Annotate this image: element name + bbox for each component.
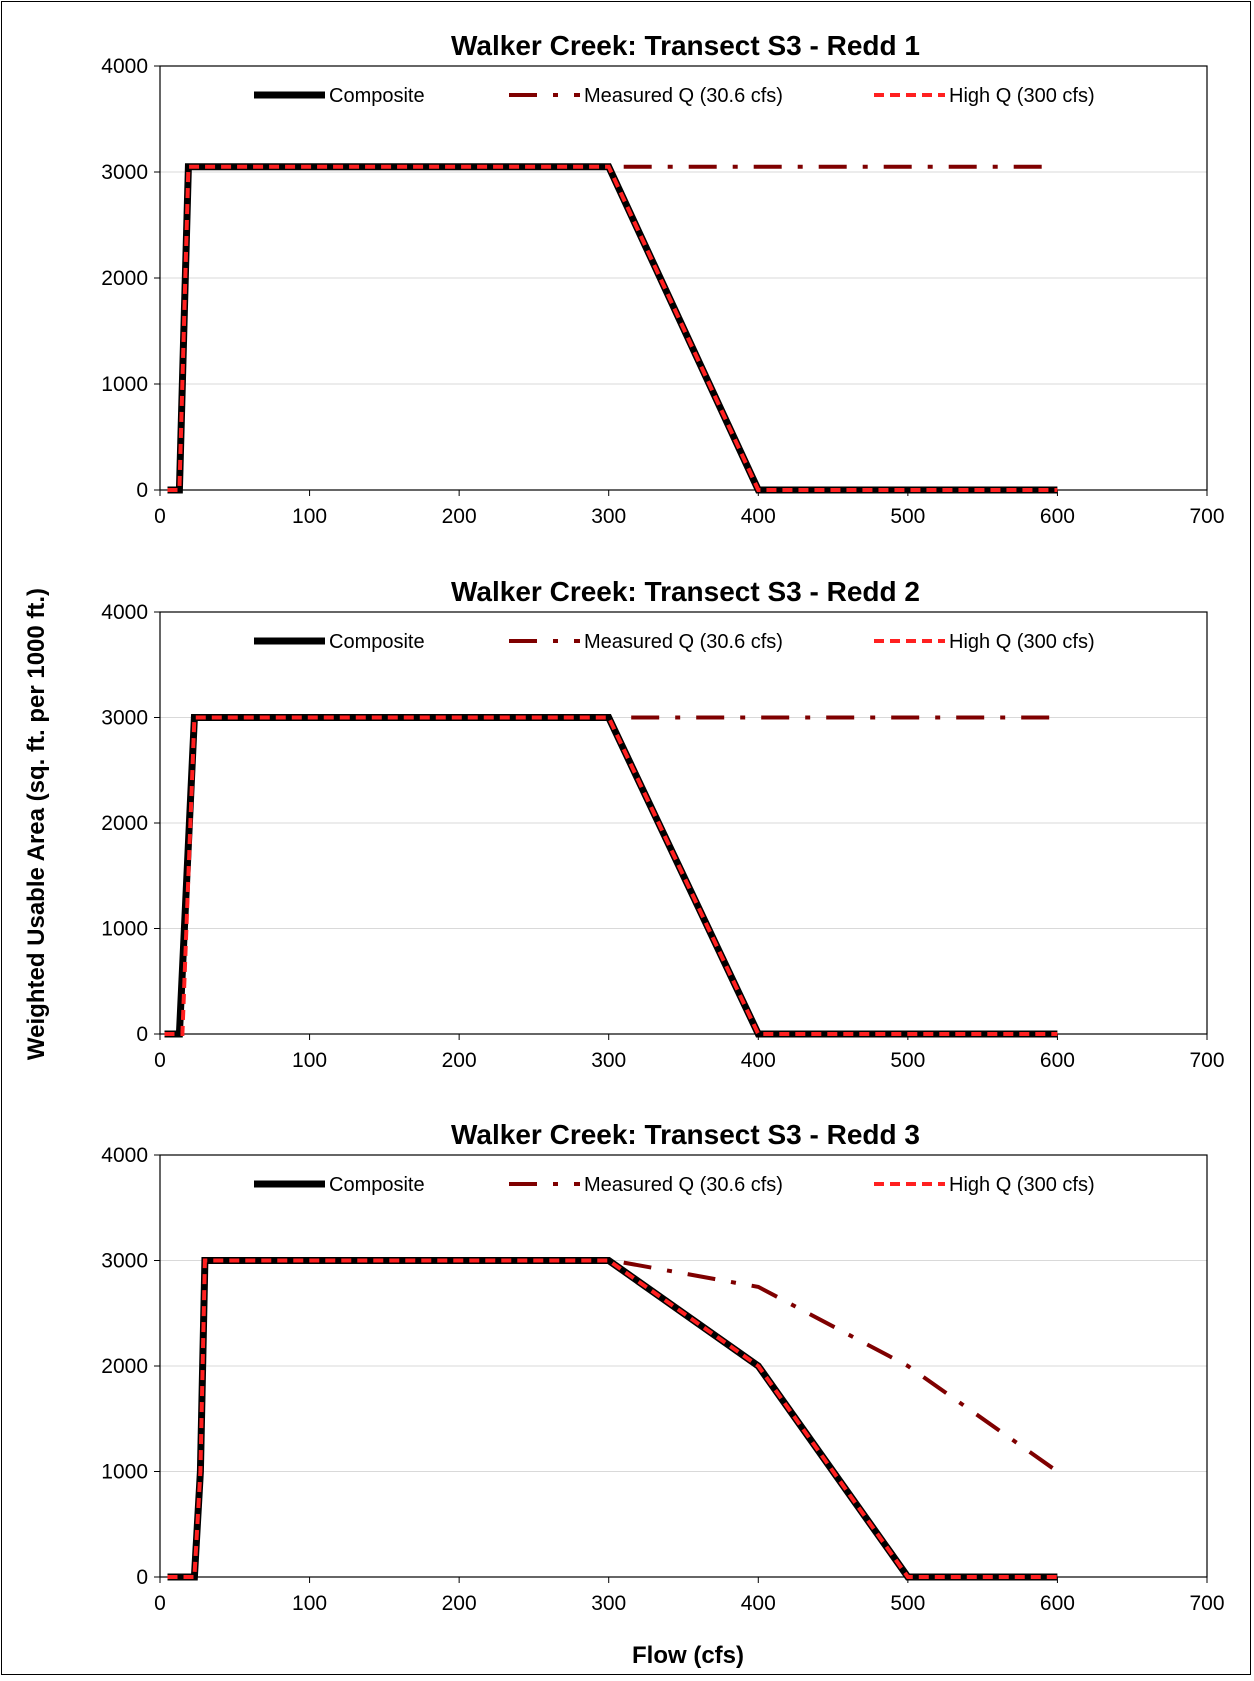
- legend-label: Measured Q (30.6 cfs): [584, 631, 783, 653]
- chart-panel-3: 0 1000 2000 3000 4000 0 100 200 300 400 500 600 700 W…: [101, 1119, 1224, 1615]
- x-tick-label: 500: [890, 505, 925, 528]
- legend-label: High Q (300 cfs): [949, 85, 1095, 107]
- x-tick-label: 700: [1189, 1592, 1224, 1615]
- x-tick-label: 0: [154, 1592, 166, 1615]
- chart-title: Walker Creek: Transect S3 - Redd 2: [451, 576, 920, 607]
- chart-panel-1: 0 1000 2000 3000 4000 0 100 200 300 400 500 600 700 W…: [101, 30, 1224, 528]
- y-tick-label: 0: [136, 1023, 148, 1046]
- y-tick-label: 2000: [101, 812, 148, 835]
- x-tick-label: 0: [154, 1049, 166, 1072]
- plot-area: [159, 65, 1208, 491]
- plot-area: [159, 611, 1208, 1035]
- x-tick-label: 500: [890, 1592, 925, 1615]
- x-tick-label: 300: [591, 505, 626, 528]
- legend-label: Composite: [329, 631, 425, 653]
- legend-label: Composite: [329, 1174, 425, 1196]
- series-line-dash-dot: [623, 1260, 1059, 1474]
- y-tick-label: 3000: [101, 1250, 148, 1273]
- legend-label: Composite: [329, 85, 425, 107]
- x-tick-label: 200: [442, 505, 477, 528]
- x-tick-label: 600: [1040, 1592, 1075, 1615]
- legend-label: Measured Q (30.6 cfs): [584, 1174, 783, 1196]
- chart-title: Walker Creek: Transect S3 - Redd 1: [451, 30, 920, 61]
- y-tick-label: 3000: [101, 707, 148, 730]
- y-tick-label: 0: [136, 1566, 148, 1589]
- legend-label: Measured Q (30.6 cfs): [584, 85, 783, 107]
- x-tick-label: 700: [1189, 505, 1224, 528]
- legend-label: High Q (300 cfs): [949, 1174, 1095, 1196]
- x-tick-label: 200: [442, 1049, 477, 1072]
- y-tick-label: 2000: [101, 267, 148, 290]
- y-axis-label: Weighted Usable Area (sq. ft. per 1000 f…: [23, 588, 50, 1060]
- y-tick-label: 4000: [101, 1144, 148, 1167]
- x-tick-label: 0: [154, 505, 166, 528]
- y-tick-label: 1000: [101, 918, 148, 941]
- x-tick-label: 500: [890, 1049, 925, 1072]
- y-tick-label: 4000: [101, 601, 148, 624]
- x-tick-label: 100: [292, 1592, 327, 1615]
- y-tick-label: 1000: [101, 1461, 148, 1484]
- x-tick-label: 700: [1189, 1049, 1224, 1072]
- x-tick-label: 600: [1040, 1049, 1075, 1072]
- series-line-dashed: [164, 715, 1058, 1036]
- plot-area: [159, 1154, 1208, 1578]
- x-tick-label: 100: [292, 505, 327, 528]
- series-line-solid-thick: [164, 714, 1058, 1038]
- series-line-dashed: [167, 164, 1058, 492]
- legend-label: High Q (300 cfs): [949, 631, 1095, 653]
- y-tick-label: 1000: [101, 373, 148, 396]
- x-tick-label: 400: [741, 505, 776, 528]
- y-tick-label: 0: [136, 479, 148, 502]
- x-tick-label: 400: [741, 1049, 776, 1072]
- x-tick-label: 300: [591, 1049, 626, 1072]
- series-line-solid-thick: [167, 1257, 1058, 1581]
- chart-title: Walker Creek: Transect S3 - Redd 3: [451, 1119, 920, 1150]
- series-line-solid-thick: [167, 163, 1058, 494]
- x-axis-label: Flow (cfs): [632, 1642, 744, 1669]
- x-tick-label: 200: [442, 1592, 477, 1615]
- x-tick-label: 400: [741, 1592, 776, 1615]
- y-tick-label: 3000: [101, 161, 148, 184]
- x-tick-label: 100: [292, 1049, 327, 1072]
- y-tick-label: 4000: [101, 55, 148, 78]
- x-tick-label: 300: [591, 1592, 626, 1615]
- series-line-dashed: [167, 1258, 1058, 1579]
- chart-panel-2: 0 1000 2000 3000 4000 0 100 200 300 400 500 600 700 W…: [101, 576, 1224, 1072]
- y-tick-label: 2000: [101, 1355, 148, 1378]
- x-tick-label: 600: [1040, 505, 1075, 528]
